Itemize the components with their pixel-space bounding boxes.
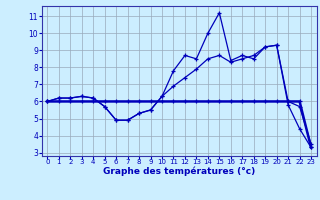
X-axis label: Graphe des températures (°c): Graphe des températures (°c) — [103, 167, 255, 176]
